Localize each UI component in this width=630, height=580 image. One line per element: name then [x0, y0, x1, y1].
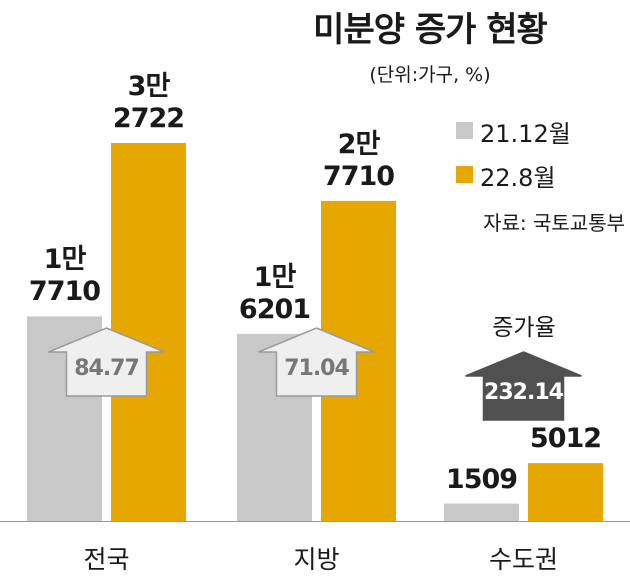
growth-rate: 84.77: [74, 356, 140, 381]
growth-rate: 232.14: [484, 380, 564, 405]
source: 자료: 국토교통부: [483, 211, 625, 235]
value-label: 2만 7710: [322, 128, 395, 192]
x-tick-label: 전국: [83, 545, 130, 574]
legend-swatch: [456, 122, 473, 139]
value-label: 1만 7710: [28, 244, 101, 308]
value-label: 1509: [445, 463, 518, 495]
legend-label: 22.8월: [480, 164, 556, 192]
value-label: 5012: [529, 423, 602, 455]
growth-arrow: [258, 327, 375, 397]
subtitle: (단위:가구, %): [369, 64, 491, 86]
legend-label: 21.12월: [480, 120, 571, 148]
growth-arrow: [465, 351, 582, 421]
bar: [444, 503, 519, 521]
growth-label: 증가율: [492, 315, 556, 341]
bar: [528, 463, 603, 521]
value-label: 1만 6201: [238, 261, 311, 325]
value-label: 3만 2722: [112, 71, 185, 134]
growth-arrow: [48, 327, 165, 397]
growth-rate: 71.04: [284, 356, 350, 381]
x-tick-label: 수도권: [488, 545, 558, 574]
legend-swatch: [456, 166, 473, 183]
x-tick-label: 지방: [293, 545, 340, 574]
chart-title: 미분양 증가 현황: [313, 10, 548, 50]
bar: [111, 143, 186, 521]
